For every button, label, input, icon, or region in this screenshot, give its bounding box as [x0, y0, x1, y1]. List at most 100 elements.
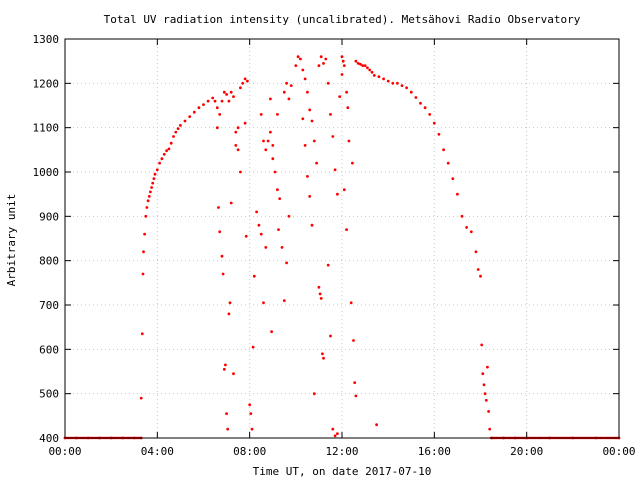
data-point: [469, 230, 473, 234]
data-point: [456, 192, 459, 196]
y-axis-label: Arbitrary unit: [5, 194, 18, 287]
data-point: [310, 223, 314, 227]
data-point: [149, 190, 152, 194]
data-point: [243, 121, 247, 125]
data-point: [145, 206, 149, 209]
data-point: [366, 66, 369, 70]
data-point: [356, 62, 360, 65]
x-tick-label: 00:00: [602, 445, 635, 458]
data-point: [220, 254, 224, 258]
data-point: [266, 139, 270, 143]
data-point: [169, 141, 173, 145]
data-point: [215, 126, 219, 130]
x-tick-label: 12:00: [325, 445, 358, 458]
data-point: [476, 268, 480, 271]
data-point: [405, 86, 408, 90]
data-point: [301, 117, 305, 121]
data-point: [329, 334, 332, 338]
data-point: [269, 97, 272, 101]
data-point: [197, 106, 201, 110]
data-point: [227, 312, 231, 316]
data-point: [259, 232, 263, 236]
data-point: [244, 234, 248, 238]
data-point: [465, 226, 468, 229]
data-point: [345, 90, 348, 94]
data-point: [160, 157, 164, 161]
data-point: [280, 246, 284, 249]
data-point: [322, 356, 325, 360]
data-point: [139, 396, 143, 400]
data-point: [482, 383, 486, 387]
data-point: [282, 299, 286, 302]
data-point: [319, 297, 323, 300]
x-tick-label: 20:00: [510, 445, 543, 458]
data-point: [206, 99, 210, 103]
data-point: [342, 64, 346, 67]
data-point: [259, 113, 263, 116]
y-tick-label: 1200: [33, 77, 60, 90]
data-point: [143, 232, 147, 236]
data-point: [285, 261, 288, 265]
data-point: [271, 144, 275, 147]
data-point: [483, 392, 487, 396]
data-point: [239, 86, 242, 90]
data-point: [317, 285, 321, 289]
grid-lines: [65, 39, 619, 438]
data-point: [301, 68, 305, 72]
data-point: [391, 81, 395, 85]
data-point: [340, 55, 344, 59]
data-point: [144, 214, 148, 218]
data-point: [234, 144, 238, 147]
data-point: [396, 81, 399, 85]
data-point: [287, 214, 291, 218]
data-point: [370, 70, 374, 74]
data-point: [234, 130, 238, 134]
data-point: [488, 427, 492, 431]
y-tick-label: 800: [39, 255, 59, 268]
data-point: [147, 195, 151, 198]
plot-area-border: [64, 38, 620, 439]
data-point: [306, 175, 309, 178]
data-point: [377, 75, 381, 79]
y-tick-label: 700: [39, 299, 59, 312]
data-point: [287, 97, 291, 101]
data-point: [289, 84, 293, 87]
data-point: [153, 172, 157, 176]
data-point: [315, 161, 318, 165]
data-point: [252, 274, 256, 278]
data-point: [222, 367, 226, 371]
data-point: [192, 110, 196, 114]
y-tick-label: 900: [39, 210, 59, 223]
data-point: [271, 157, 275, 161]
data-point: [277, 228, 280, 232]
data-point: [310, 119, 314, 123]
data-point: [228, 301, 232, 305]
data-point: [282, 90, 286, 94]
data-point: [303, 77, 307, 81]
data-point: [221, 272, 225, 276]
data-point: [140, 332, 144, 336]
data-point: [354, 59, 358, 63]
data-point: [321, 352, 324, 356]
data-point: [264, 246, 268, 249]
data-point: [218, 113, 222, 116]
data-point: [338, 95, 342, 98]
data-point: [347, 139, 351, 143]
data-point: [419, 101, 422, 105]
data-point: [241, 81, 245, 85]
data-point: [264, 148, 268, 152]
data-point: [312, 392, 316, 396]
data-point: [213, 99, 217, 103]
data-point: [346, 106, 350, 110]
data-point: [246, 79, 249, 83]
y-tick-label: 500: [39, 388, 59, 401]
data-point: [229, 201, 233, 205]
data-point: [345, 228, 348, 232]
data-point: [255, 210, 258, 214]
data-point: [368, 68, 372, 72]
data-point: [188, 115, 192, 118]
data-point: [278, 197, 282, 201]
y-tick-label: 400: [39, 432, 59, 445]
data-point: [326, 263, 330, 267]
data-point: [299, 57, 302, 61]
